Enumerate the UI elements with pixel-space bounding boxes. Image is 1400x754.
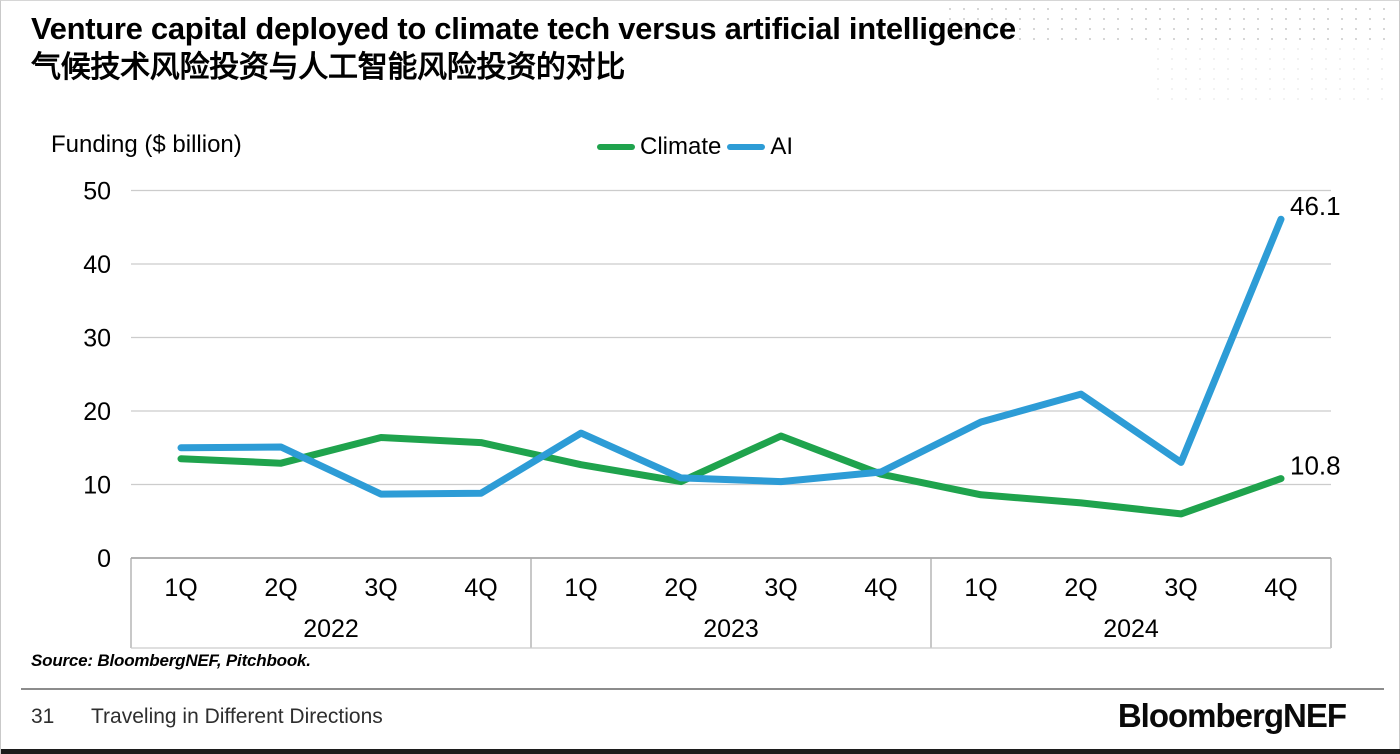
quarter-label-5: 1Q [564, 574, 597, 602]
quarter-label-6: 2Q [664, 574, 697, 602]
y-tick-label-10: 10 [83, 472, 111, 500]
year-label-2024: 2024 [1103, 615, 1159, 643]
legend-item-climate: Climate [597, 133, 721, 161]
dot-pattern-decoration [943, 4, 1395, 44]
funding-line-chart: 0 10 20 30 40 50 1Q 2Q 3Q 4Q 1Q 2Q 3Q 4Q 1Q 2Q 3Q 4Q 2022 2… [83, 178, 1341, 649]
year-label-2022: 2022 [303, 615, 359, 643]
title-chinese: 气候技术风险投资与人工智能风险投资的对比 [31, 50, 625, 84]
bottom-edge-bar [1, 749, 1400, 754]
quarter-label-12: 4Q [1264, 574, 1297, 602]
chart-title-block: Venture capital deployed to climate tech… [31, 9, 1016, 87]
y-tick-label-30: 30 [83, 325, 111, 353]
climate-line [177, 432, 1285, 518]
dot-pattern-decoration-faint [1151, 44, 1395, 102]
footer-divider [21, 688, 1384, 690]
page-number: 31 [31, 705, 55, 728]
ai-legend-swatch [727, 144, 766, 150]
quarter-label-8: 4Q [864, 574, 897, 602]
ai-legend-label: AI [770, 133, 794, 160]
quarter-label-3: 3Q [364, 574, 397, 602]
footer-title: Traveling in Different Directions [91, 705, 383, 728]
y-tick-label-40: 40 [83, 251, 111, 279]
legend-item-ai: AI [727, 133, 793, 161]
source-note: Source: BloombergNEF, Pitchbook. [31, 651, 311, 670]
y-tick-label-0: 0 [97, 545, 111, 573]
chart-legend: Climate AI [597, 133, 793, 161]
quarter-label-7: 3Q [764, 574, 797, 602]
year-label-2023: 2023 [703, 615, 759, 643]
bloombergnef-logo: BloombergNEF [1117, 697, 1347, 734]
ai-line [177, 215, 1285, 498]
y-tick-label-50: 50 [83, 178, 111, 206]
quarter-label-10: 2Q [1064, 574, 1097, 602]
ai-end-value-label: 46.1 [1290, 191, 1341, 221]
quarter-label-11: 3Q [1164, 574, 1197, 602]
quarter-label-1: 1Q [164, 574, 197, 602]
y-axis-title: Funding ($ billion) [51, 131, 242, 158]
title-english: Venture capital deployed to climate tech… [31, 11, 1016, 46]
quarter-label-4: 4Q [464, 574, 497, 602]
y-tick-label-20: 20 [83, 398, 111, 426]
quarter-label-9: 1Q [964, 574, 997, 602]
climate-legend-swatch [597, 144, 635, 150]
climate-legend-label: Climate [640, 133, 722, 160]
quarter-label-2: 2Q [264, 574, 297, 602]
climate-end-value-label: 10.8 [1290, 451, 1341, 481]
